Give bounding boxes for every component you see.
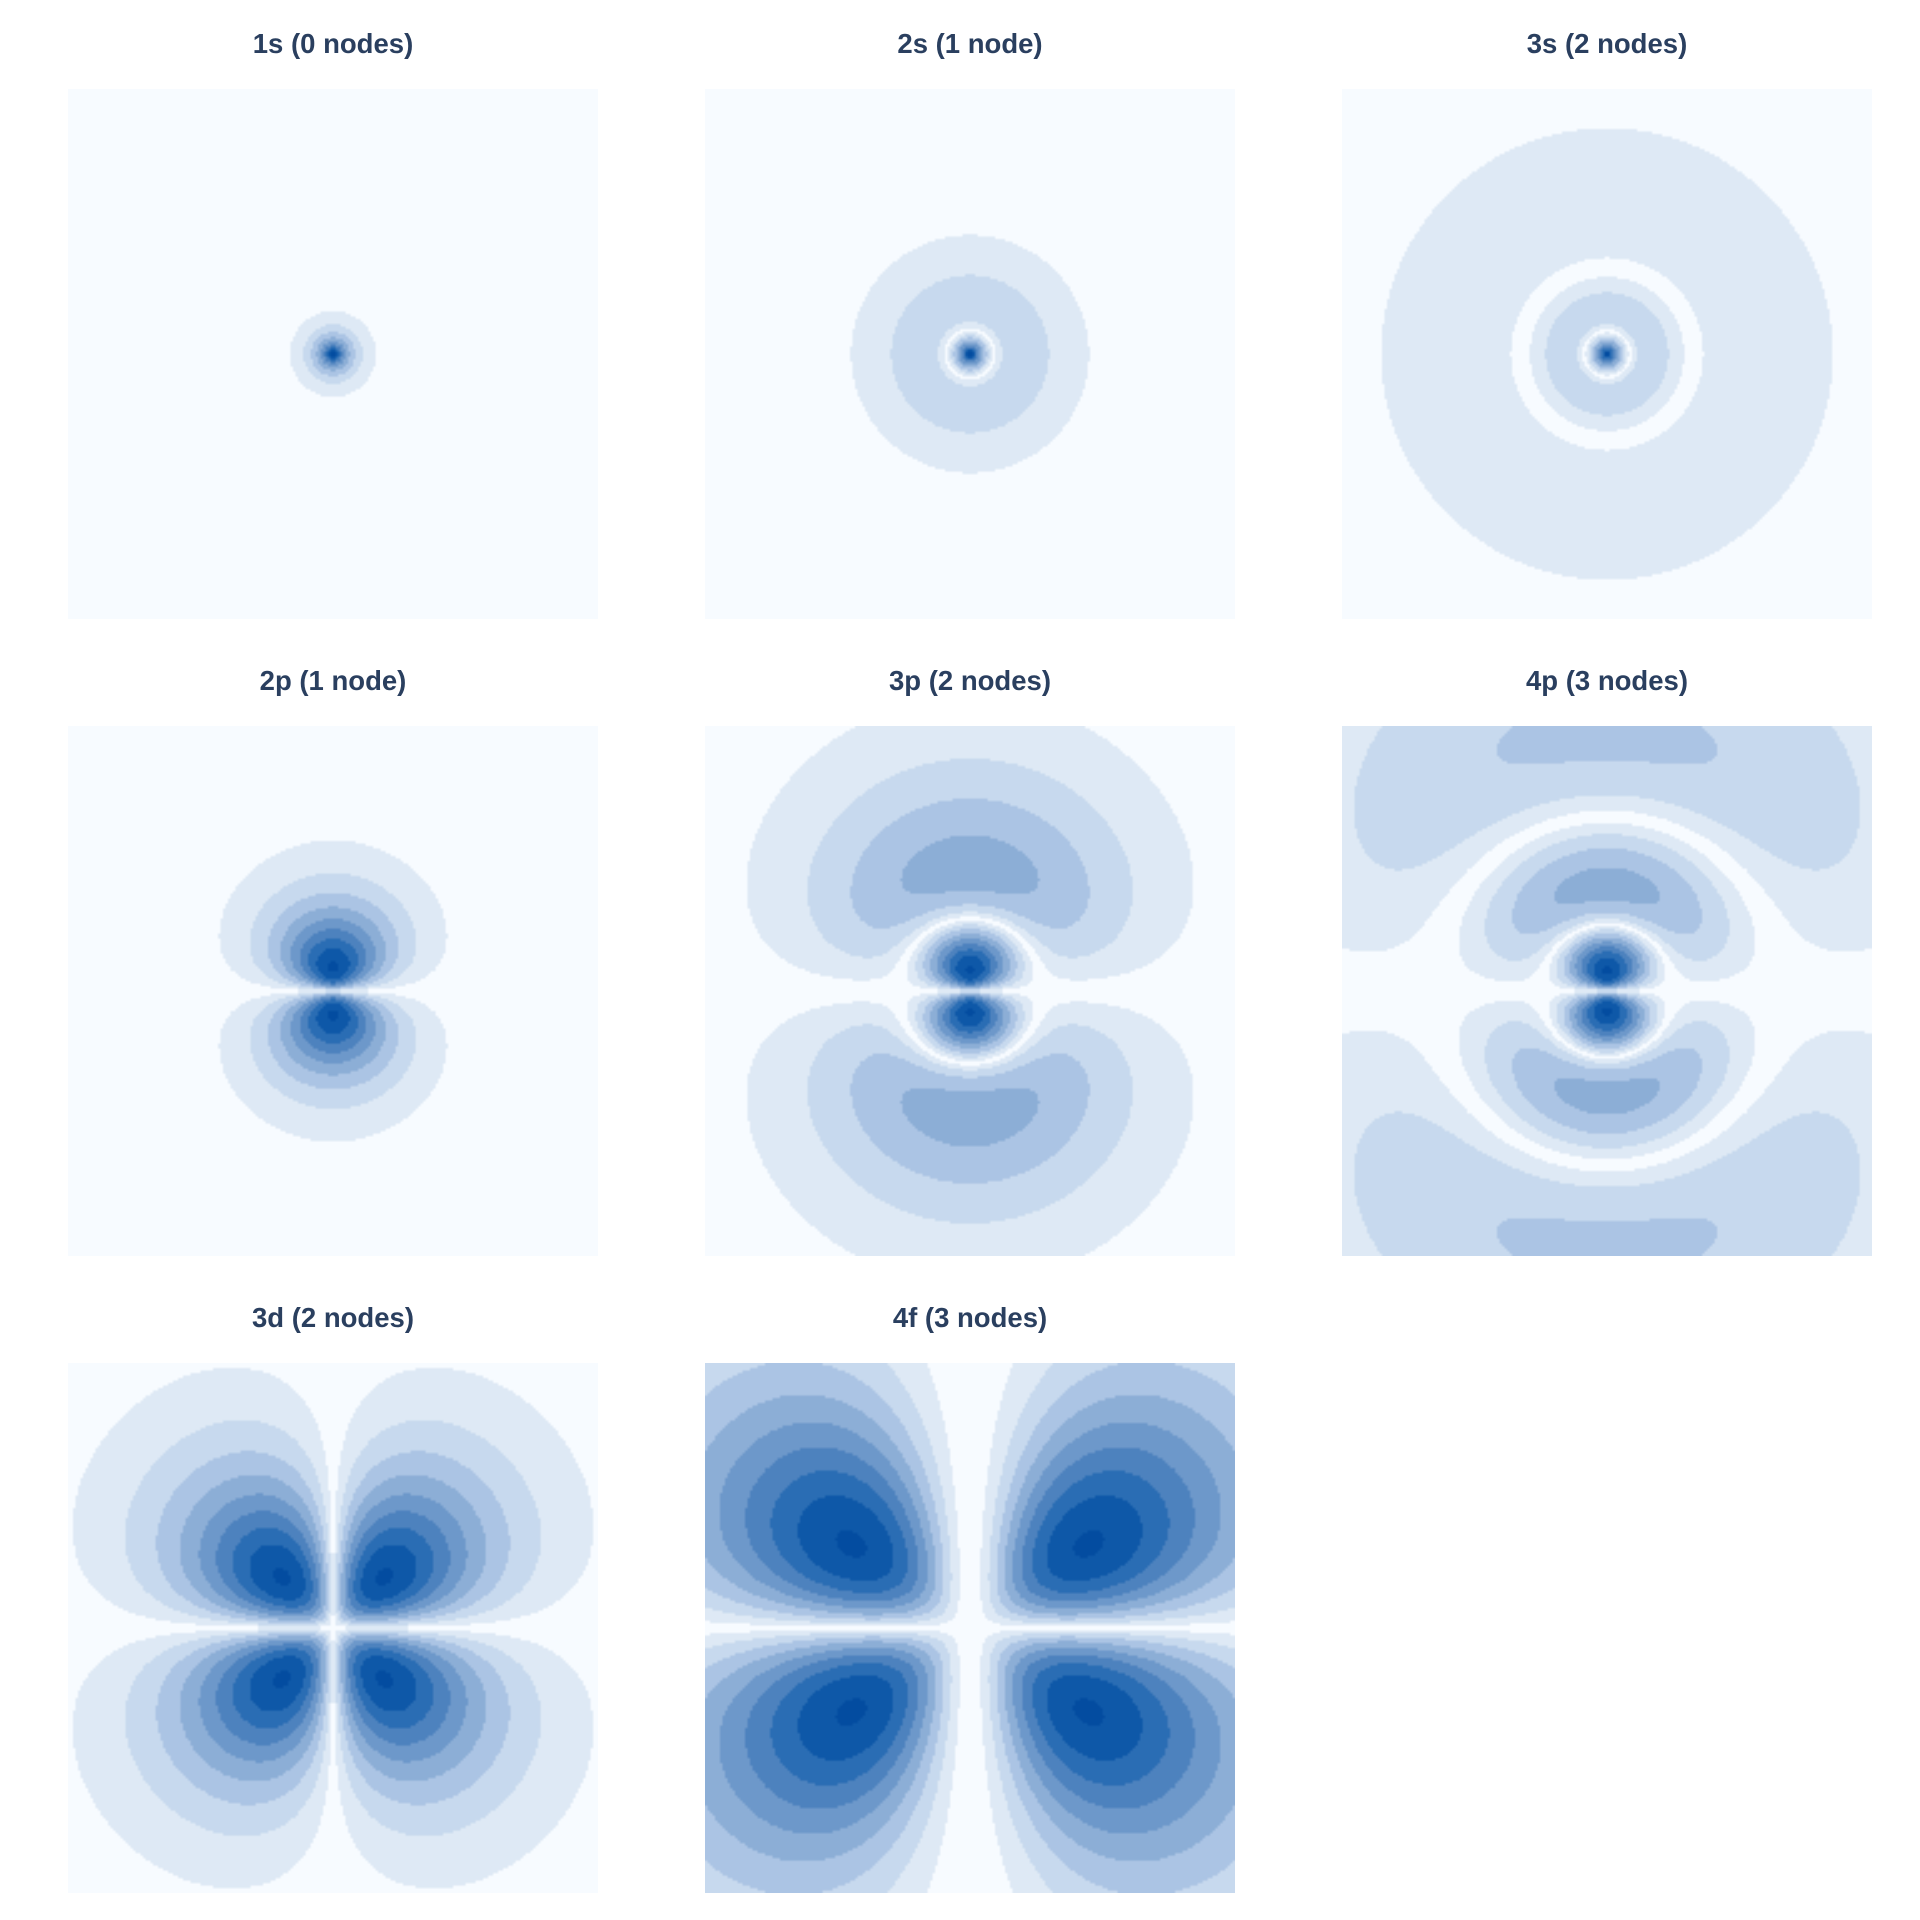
- orbital-plot-3p: [705, 726, 1235, 1256]
- orbital-density-heatmap-3s: [1342, 89, 1872, 619]
- orbital-plot-4p: [1342, 726, 1872, 1256]
- panel-title-4p: 4p (3 nodes): [1526, 665, 1688, 696]
- panel-title-3d: 3d (2 nodes): [252, 1302, 414, 1333]
- panel-title-1s: 1s (0 nodes): [252, 28, 414, 59]
- orbital-plot-3s: [1342, 89, 1872, 619]
- orbital-density-heatmap-2s: [705, 89, 1235, 619]
- orbital-density-heatmap-3d: [68, 1363, 598, 1893]
- orbital-plot-1s: [68, 89, 598, 619]
- orbital-plot-3d: [68, 1363, 598, 1893]
- orbital-density-heatmap-1s: [68, 89, 598, 619]
- panel-title-4f: 4f (3 nodes): [892, 1302, 1048, 1333]
- panel-title-2p: 2p (1 node): [259, 665, 407, 696]
- orbital-plot-4f: [705, 1363, 1235, 1893]
- panel-title-2s: 2s (1 node): [897, 28, 1043, 59]
- orbital-density-heatmap-3p: [705, 726, 1235, 1256]
- panel-title-3p: 3p (2 nodes): [889, 665, 1051, 696]
- panel-title-3s: 3s (2 nodes): [1526, 28, 1688, 59]
- orbital-plot-2p: [68, 726, 598, 1256]
- orbital-plot-2s: [705, 89, 1235, 619]
- orbital-density-heatmap-2p: [68, 726, 598, 1256]
- orbital-density-heatmap-4p: [1342, 726, 1872, 1256]
- orbital-density-heatmap-4f: [705, 1363, 1235, 1893]
